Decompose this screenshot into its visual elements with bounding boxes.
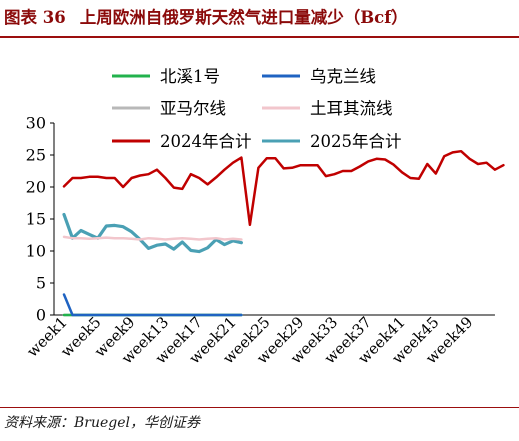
series-group bbox=[62, 149, 505, 317]
y-tick-label: 30 bbox=[26, 114, 46, 133]
y-tick-label: 15 bbox=[26, 210, 46, 229]
y-tick-label: 25 bbox=[26, 146, 46, 165]
y-tick-label: 10 bbox=[26, 242, 46, 261]
legend-label-y2025: 2025年合计 bbox=[310, 132, 402, 151]
figure-title: 上周欧洲自俄罗斯天然气进口量减少（Bcf） bbox=[79, 8, 408, 27]
legend-label-tuerqi: 土耳其流线 bbox=[310, 99, 393, 118]
legend-label-yamaer: 亚马尔线 bbox=[160, 99, 226, 118]
series-line-wukelan bbox=[62, 293, 243, 317]
y-tick-label: 20 bbox=[26, 178, 46, 197]
title-rule bbox=[0, 36, 519, 38]
figure-label: 图表 36 bbox=[4, 8, 66, 27]
y-tick-label: 5 bbox=[36, 274, 46, 293]
legend-label-y2024: 2024年合计 bbox=[160, 132, 252, 151]
source-rule bbox=[0, 407, 519, 408]
chart-title-bar: 图表 36 上周欧洲自俄罗斯天然气进口量减少（Bcf） bbox=[0, 0, 519, 36]
axes: 051015202530week1week5week9week13week17w… bbox=[23, 114, 495, 367]
legend-label-wukelan: 乌克兰线 bbox=[310, 67, 376, 86]
series-line-y2024 bbox=[62, 149, 505, 227]
series-line-tuerqi bbox=[62, 235, 243, 241]
legend-label-beixi: 北溪1号 bbox=[160, 67, 220, 86]
y-tick-label: 0 bbox=[36, 306, 46, 325]
source-note: 资料来源：Bruegel，华创证券 bbox=[4, 415, 201, 431]
series-line-y2025 bbox=[62, 212, 243, 254]
